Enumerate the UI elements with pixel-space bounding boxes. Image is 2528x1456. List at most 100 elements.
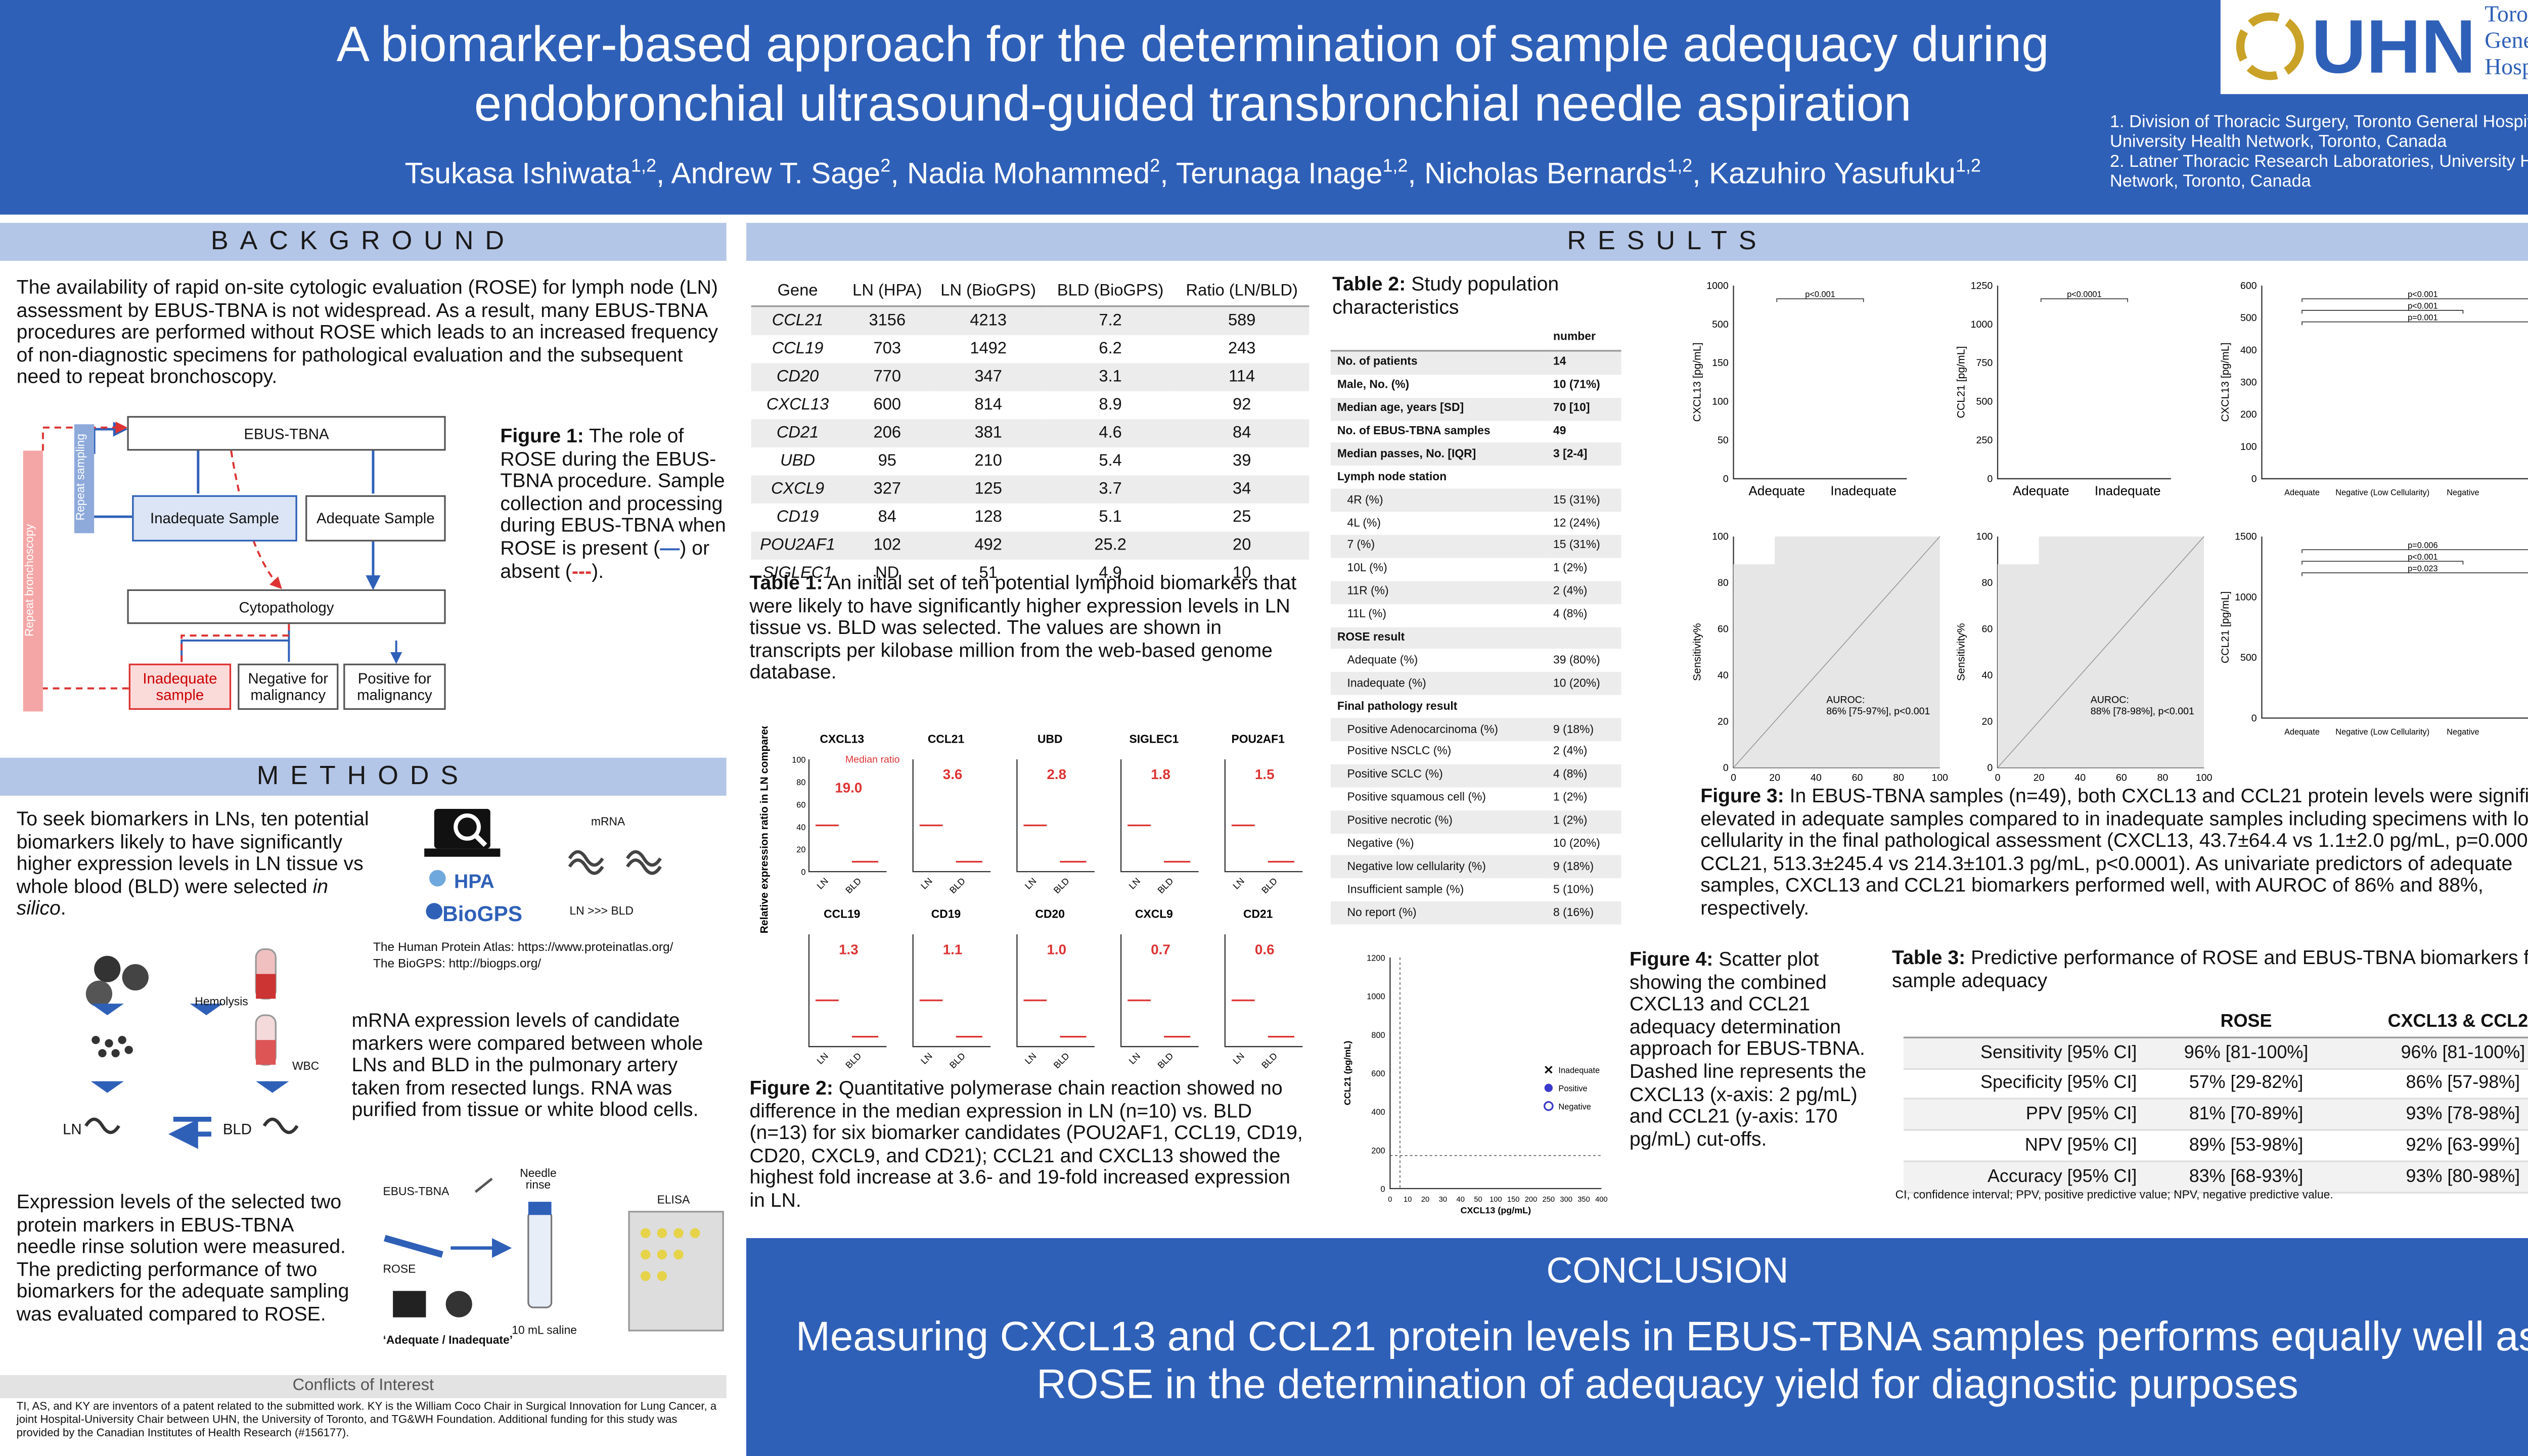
icon-label: ‘Adequate / Inadequate’ [383, 1335, 513, 1347]
table-cell: 51 [979, 564, 998, 583]
table-cell: 128 [974, 508, 1002, 527]
x-tick-label: 40 [2074, 772, 2086, 783]
y-tick-label: 100 [1712, 531, 1729, 542]
author: Nadia Mohammed2 [907, 157, 1176, 190]
biogps-logo: BioGPS [442, 901, 523, 926]
x-tick-label: 60 [1852, 772, 1863, 783]
table-cell: 7.2 [1099, 312, 1122, 331]
caption-text: ) or absent ( [500, 536, 710, 582]
figure-3-caption: Figure 3: In EBUS-TBNA samples (n=49), b… [1700, 784, 2528, 920]
y-tick-label: 20 [796, 845, 805, 854]
table-row: Sensitivity [95% CI] 96% [81-100%] 96% [81… [1903, 1037, 2528, 1068]
author-name: Andrew T. Sage [671, 157, 881, 190]
x-tick-label: BLD [1259, 876, 1279, 895]
bracket [2301, 298, 2528, 302]
logo: UHN Toronto General Hospital [2220, 0, 2528, 95]
table-cell: 4.9 [1099, 564, 1122, 583]
diagram-node: Inadequate sample [128, 663, 232, 710]
table-cell: 3.7 [1099, 480, 1122, 499]
table-cell: 600 [873, 396, 901, 415]
text: . [60, 897, 66, 920]
axis [2261, 285, 2528, 480]
y-tick-label: 100 [792, 756, 805, 765]
table-cell: Negative (%) [1347, 838, 1414, 850]
diagram-node: Positive for malignancy [343, 663, 446, 710]
table-row: Positive necrotic (%) 1 (2%) [1330, 810, 1621, 833]
y-axis-label: CCL21 [pg/mL] [1956, 346, 1967, 419]
table-cell: 86% [57-98%] [2406, 1074, 2520, 1094]
table-cell: 703 [873, 340, 901, 358]
table-cell: 93% [78-98%] [2406, 1105, 2520, 1125]
table-1-caption: Table 1: An initial set of ten potential… [749, 571, 1307, 685]
x-tick-label: 0 [1995, 772, 2001, 783]
table-cell: 1 (2%) [1553, 815, 1588, 828]
table-cell: 4213 [970, 312, 1007, 331]
y-axis-label: CCL21 (pg/mL) [1342, 1041, 1352, 1106]
ratio-label: 1.3 [839, 941, 859, 957]
header-cell: BLD (BioGPS) [1057, 282, 1164, 301]
legend-symbol [1544, 1083, 1553, 1092]
table-cell: Inadequate (%) [1347, 678, 1426, 690]
table-cell: Positive necrotic (%) [1347, 815, 1453, 828]
table-row: CXCL13 600 814 8.9 92 [751, 391, 1310, 420]
x-tick-label: LN [815, 1051, 830, 1066]
axis [1120, 934, 1199, 1048]
table-cell: No. of EBUS-TBNA samples [1337, 426, 1491, 438]
legend-item: Inadequate [1545, 1066, 1600, 1075]
table-cell: CCL19 [772, 340, 824, 358]
x-tick-label: 20 [1421, 1196, 1429, 1204]
caption-text: The role of ROSE during the EBUS-TBNA pr… [500, 424, 726, 560]
table-cell: Negative low cellularity (%) [1347, 861, 1486, 874]
conclusion-box [746, 1238, 2528, 1456]
table-2-title: Table 2: Study population characteristic… [1332, 272, 1621, 319]
y-tick-label: 1000 [1367, 992, 1385, 1002]
x-tick-label: 40 [1811, 772, 1822, 783]
author: Terunaga Inage1,2 [1176, 157, 1424, 190]
legend-item: Positive [1544, 1083, 1588, 1093]
figure-2: Relative expression ratio in LN compared… [746, 685, 1316, 1076]
table-cell: 81% [70-89%] [2189, 1105, 2304, 1125]
y-tick-label: 100 [1712, 396, 1729, 407]
y-axis-label: CXCL13 [pg/mL] [1691, 342, 1703, 422]
table-cell: 25.2 [1094, 536, 1126, 555]
x-tick-label: LN [919, 1051, 934, 1066]
table-cell: 10 (20%) [1553, 678, 1600, 690]
table-cell: 11R (%) [1347, 586, 1389, 598]
y-tick-label: 1250 [1971, 280, 1993, 291]
table-row: 4L (%) 12 (24%) [1331, 512, 1621, 535]
table-cell: Positive SCLC (%) [1347, 769, 1443, 782]
axis [912, 759, 991, 873]
auroc-label: AUROC: [2091, 694, 2129, 705]
table-cell: 84 [1233, 424, 1251, 443]
table-cell: 2 (4%) [1553, 586, 1588, 598]
x-tick-label: BLD [843, 876, 863, 895]
x-tick-label: Negative [2447, 727, 2479, 737]
table-3-footnote: CI, confidence interval; PPV, positive p… [1895, 1190, 2333, 1202]
ratio-label: 1.8 [1151, 766, 1170, 782]
x-tick-label: BLD [843, 1051, 863, 1070]
table-cell: 1492 [970, 340, 1007, 358]
x-tick-label: Adequate [1748, 483, 1805, 498]
y-tick-label: 100 [1976, 531, 1993, 542]
p-value: p<0.001 [2408, 290, 2437, 299]
diagram-node: Inadequate Sample [132, 495, 297, 542]
icon-label: Hemolysis [195, 997, 248, 1009]
y-tick-label: 200 [2240, 409, 2257, 420]
author-affiliation: 1,2 [1667, 157, 1693, 177]
x-tick-label: Negative (Low Cellularity) [2335, 488, 2429, 497]
author-name: Nicholas Bernards [1424, 157, 1667, 190]
plot-title: UBD [1037, 732, 1063, 745]
y-tick-label: 0 [2251, 713, 2257, 724]
caption-label: Figure 3: [1700, 784, 1784, 807]
plot-title: CD21 [1243, 907, 1273, 921]
figure-4-plot: CCL21 (pg/mL) 0 200 400 600 800 1000 1200 0 10 20 3… [1342, 953, 1608, 1215]
x-tick-label: LN [1127, 876, 1142, 891]
caption-label: Figure 4: [1629, 947, 1713, 971]
table-row: Male, No. (%) 10 (71%) [1331, 375, 1621, 397]
table-row: CXCL9 327 125 3.7 34 [751, 475, 1310, 504]
caption-label: Table 2: [1332, 272, 1406, 296]
header [0, 0, 2528, 215]
table-row: No report (%) 8 (16%) [1330, 901, 1621, 925]
